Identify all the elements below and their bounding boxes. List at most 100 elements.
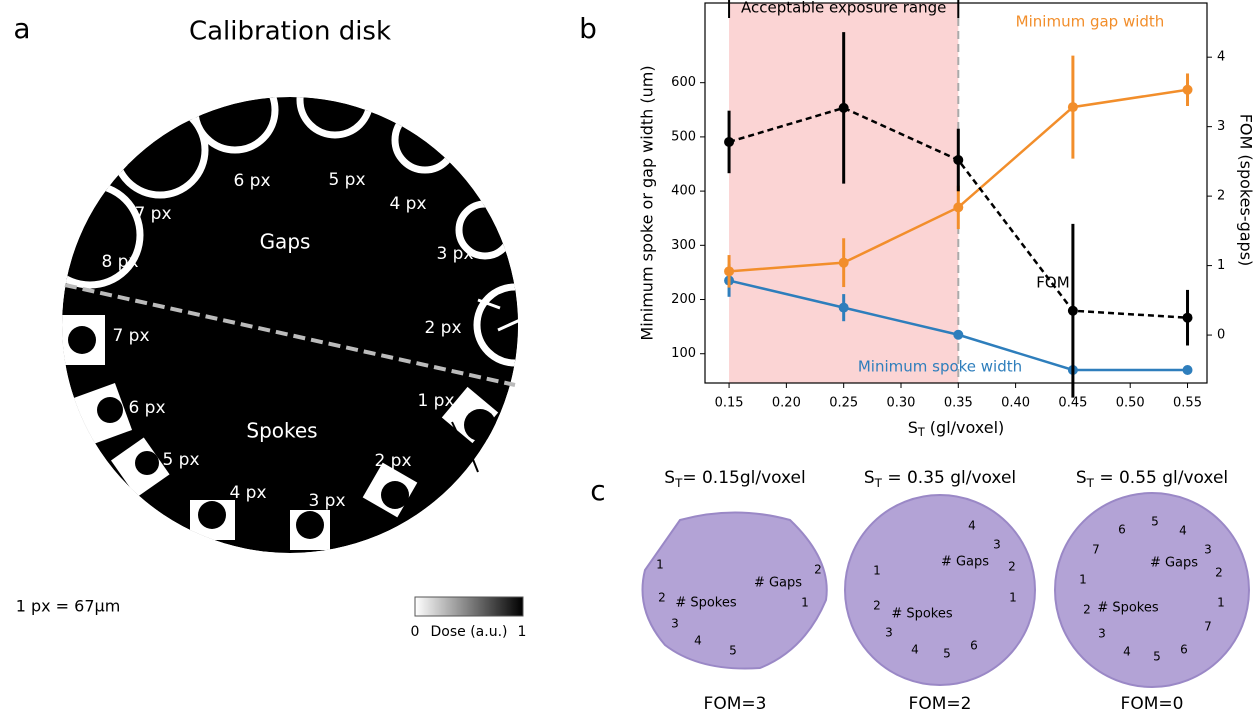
sample-title-rest: = 0.15gl/voxel <box>682 468 805 488</box>
series-label: FOM <box>1036 274 1069 292</box>
feature-number: 6 <box>1180 643 1188 657</box>
fom-label: FOM=3 <box>704 694 767 714</box>
y2-tick-label: 0 <box>1217 328 1225 343</box>
panel-letter: c <box>590 474 605 507</box>
scale-label: 1 px = 67µm <box>16 597 121 616</box>
sample-title-main: S <box>664 468 675 488</box>
feature-number: 4 <box>968 519 976 533</box>
feature-number: 4 <box>694 634 702 648</box>
region-label: Spokes <box>246 419 317 443</box>
feature-number: 2 <box>1008 560 1016 574</box>
feature-number: 2 <box>1215 566 1223 580</box>
colorbar <box>415 597 523 616</box>
feature-number: 2 <box>1083 603 1091 617</box>
y-tick-label: 500 <box>671 129 696 144</box>
panel-letter: b <box>579 12 597 45</box>
y-tick-label: 400 <box>671 184 696 199</box>
series-label: Minimum spoke width <box>858 358 1022 376</box>
feature-number: 7 <box>1204 620 1212 634</box>
sample-title-main: S <box>864 468 875 488</box>
colorbar-label: Dose (a.u.) <box>431 624 508 640</box>
fom-label: FOM=2 <box>909 694 972 714</box>
gaps-label: # Gaps <box>941 555 989 570</box>
x-tick-label: 0.20 <box>772 396 801 411</box>
y-axis-label: Minimum spoke or gap width (um) <box>638 65 657 340</box>
y-tick-label: 600 <box>671 75 696 90</box>
region-label: Gaps <box>260 230 311 254</box>
point <box>839 103 849 113</box>
fom-label: FOM=0 <box>1121 694 1184 714</box>
calibration-disk <box>40 65 553 553</box>
x-tick-label: 0.30 <box>887 396 916 411</box>
feature-number: 3 <box>885 626 893 640</box>
feature-number: 7 <box>1092 543 1100 557</box>
spokes-label: # Spokes <box>1097 601 1159 616</box>
y-tick-label: 100 <box>671 346 696 361</box>
feature-number: 4 <box>1123 645 1131 659</box>
colorbar-max: 1 <box>518 624 527 640</box>
spokes-label: # Spokes <box>891 607 953 622</box>
point <box>1068 306 1078 316</box>
spoke-width-label: 2 px <box>374 451 411 471</box>
y2-tick-label: 2 <box>1217 189 1225 204</box>
gaps-label: # Gaps <box>754 576 802 591</box>
x-axis-label: ST (gl/voxel) <box>908 418 1005 439</box>
feature-number: 5 <box>1153 650 1161 664</box>
point <box>839 303 849 313</box>
x-tick-label: 0.40 <box>1001 396 1030 411</box>
y-tick-label: 200 <box>671 292 696 307</box>
gap-width-label: 4 px <box>389 194 426 214</box>
x-axis-label-main: S <box>908 418 918 437</box>
sample-title: ST= 0.15gl/voxel <box>664 468 805 490</box>
y2-tick-label: 3 <box>1217 119 1225 134</box>
feature-number: 1 <box>656 558 664 572</box>
y2-tick-label: 1 <box>1217 258 1225 273</box>
feature-number: 4 <box>911 643 919 657</box>
point <box>839 258 849 268</box>
x-tick-label: 0.35 <box>944 396 973 411</box>
sample-title-rest: = 0.35 gl/voxel <box>882 468 1016 488</box>
sample-title: ST = 0.35 gl/voxel <box>864 468 1016 490</box>
x-tick-label: 0.15 <box>715 396 744 411</box>
gap-width-label: 8 px <box>101 252 138 272</box>
feature-number: 3 <box>671 617 679 631</box>
colorbar-min: 0 <box>411 624 420 640</box>
sample-title-rest: = 0.55 gl/voxel <box>1094 468 1228 488</box>
page: aCalibration diskGapsSpokes6 px5 px4 px3… <box>0 0 1256 723</box>
spoke-width-label: 3 px <box>308 491 345 511</box>
gaps-label: # Gaps <box>1150 556 1198 571</box>
x-tick-label: 0.55 <box>1173 396 1202 411</box>
point <box>953 202 963 212</box>
y2-tick-label: 4 <box>1217 50 1225 65</box>
y2-axis-label: FOM (spokes-gaps) <box>1237 114 1256 267</box>
plot-area <box>700 0 1212 398</box>
feature-number: 5 <box>1151 515 1159 529</box>
feature-number: 6 <box>970 639 978 653</box>
feature-number: 5 <box>943 647 951 661</box>
spokes-label: # Spokes <box>675 596 737 611</box>
point <box>953 330 963 340</box>
point <box>724 266 734 276</box>
spoke-width-label: 5 px <box>162 450 199 470</box>
feature-number: 1 <box>801 596 809 610</box>
feature-number: 6 <box>1118 523 1126 537</box>
x-tick-label: 0.50 <box>1116 396 1145 411</box>
feature-number: 5 <box>729 644 737 658</box>
series-label: Minimum gap width <box>1016 13 1165 31</box>
feature-number: 1 <box>1079 573 1087 587</box>
feature-number: 3 <box>1098 627 1106 641</box>
gap-width-label: 7 px <box>134 204 171 224</box>
spoke-width-label: 4 px <box>229 483 266 503</box>
point <box>1183 365 1193 375</box>
feature-number: 1 <box>1217 596 1225 610</box>
point <box>1183 85 1193 95</box>
x-tick-label: 0.45 <box>1058 396 1087 411</box>
point <box>724 137 734 147</box>
feature-number: 2 <box>873 599 881 613</box>
sample-title: ST = 0.55 gl/voxel <box>1076 468 1228 490</box>
panel-letter: a <box>13 12 30 45</box>
spoke-width-label: 6 px <box>128 398 165 418</box>
x-tick-label: 0.25 <box>829 396 858 411</box>
figure: aCalibration diskGapsSpokes6 px5 px4 px3… <box>0 0 1256 719</box>
x-axis-label-sub: T <box>917 426 925 439</box>
